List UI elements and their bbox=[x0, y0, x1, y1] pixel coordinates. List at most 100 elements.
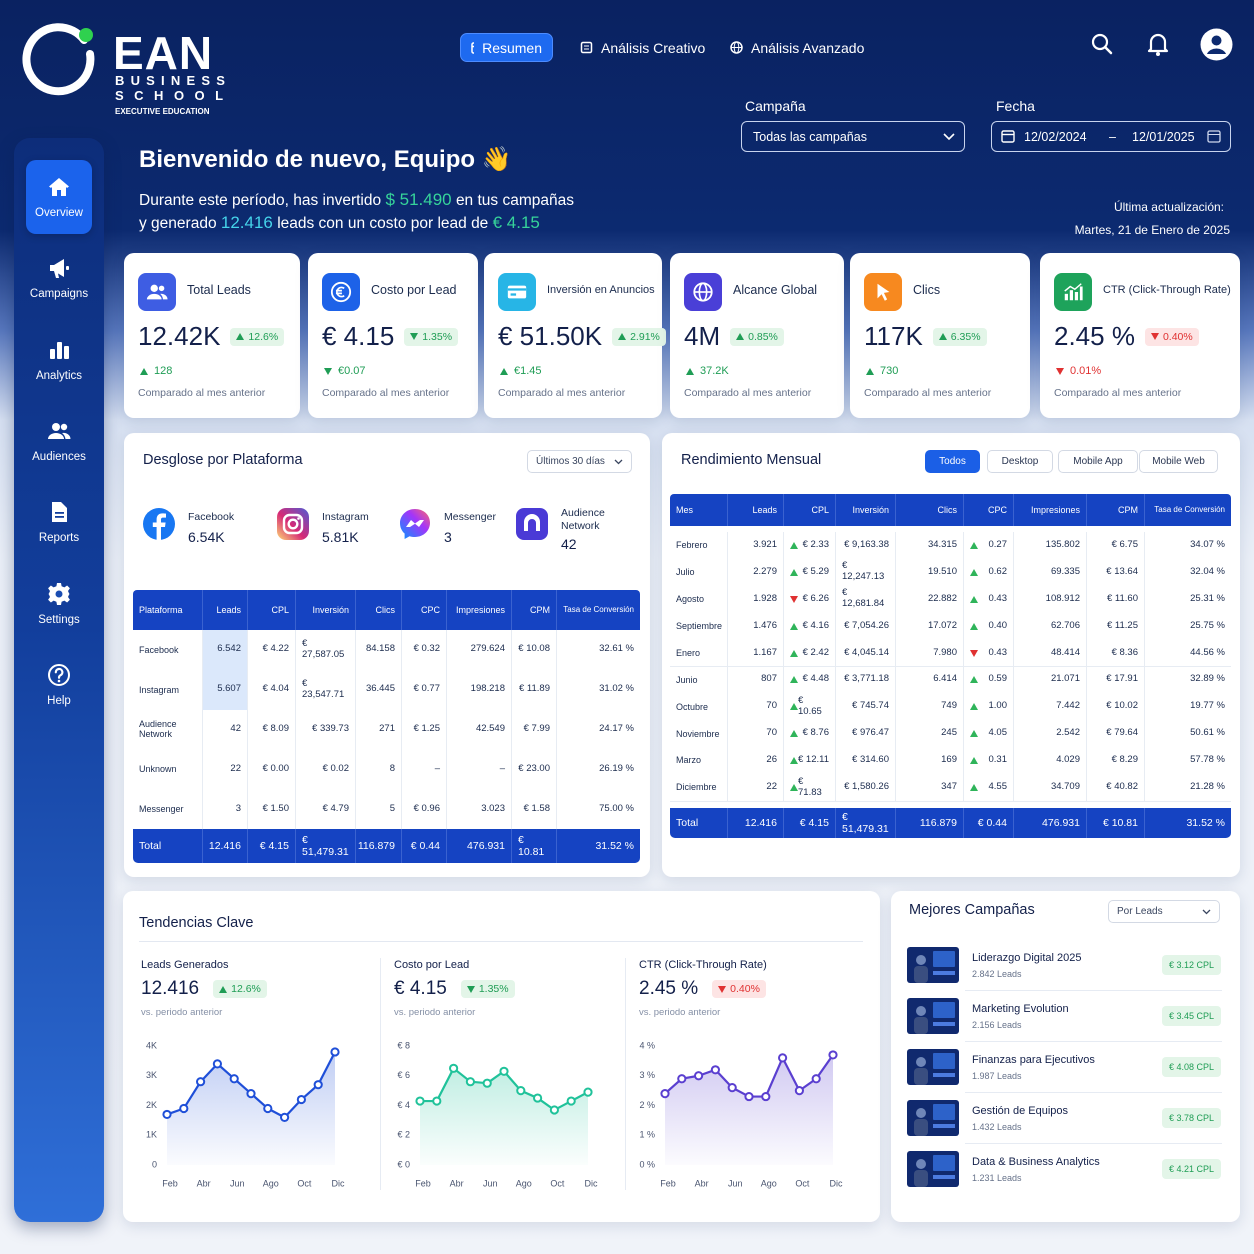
sidebar-item[interactable]: Help bbox=[26, 648, 92, 722]
data-point bbox=[330, 1047, 340, 1057]
table-cell: 1.928 bbox=[728, 585, 784, 613]
table-cell: 84.158 bbox=[356, 630, 402, 670]
change-value: 1.35% bbox=[478, 983, 509, 995]
table-cell: 198.218 bbox=[447, 669, 512, 710]
table-cell: 22.882 bbox=[896, 585, 964, 613]
campaign-name[interactable]: Marketing Evolution bbox=[972, 1003, 1069, 1015]
nav-icon bbox=[730, 41, 743, 54]
cell-text: 245 bbox=[941, 727, 957, 739]
table-cell: € 17.91 bbox=[1087, 666, 1145, 694]
trend-arrow bbox=[790, 703, 798, 711]
sidebar-item[interactable]: Reports bbox=[26, 485, 92, 559]
sidebar-item[interactable]: Settings bbox=[26, 567, 92, 641]
campaign-cpl: € 4.08 CPL bbox=[1161, 1057, 1221, 1077]
table-cell: € 4.79 bbox=[296, 789, 356, 829]
campaign-select[interactable]: Todas las campañas bbox=[741, 121, 965, 152]
select-value: Todas las campañas bbox=[753, 130, 867, 144]
notifications-icon[interactable] bbox=[1146, 31, 1170, 57]
data-point bbox=[794, 1086, 804, 1096]
nav-item[interactable]: Análisis Creativo bbox=[570, 33, 715, 62]
campaign-name[interactable]: Data & Business Analytics bbox=[972, 1156, 1100, 1168]
thumb-panel bbox=[933, 1104, 955, 1120]
table-cell: 24.17 % bbox=[557, 710, 640, 750]
table-cell: 25.31 % bbox=[1145, 586, 1231, 613]
sidebar-item[interactable]: Overview bbox=[26, 160, 92, 234]
icon-part bbox=[1156, 52, 1160, 56]
trend-arrow bbox=[1150, 333, 1159, 340]
cell-text: 34.315 bbox=[927, 538, 957, 550]
sidebar-item[interactable]: Audiences bbox=[26, 404, 92, 478]
logo-dot bbox=[79, 28, 93, 42]
sidebar-icon bbox=[50, 341, 69, 359]
column-header: Plataforma bbox=[133, 590, 203, 630]
date-range[interactable]: 12/02/2024 – 12/01/2025 bbox=[991, 121, 1231, 152]
sidebar-label: Campaigns bbox=[29, 288, 89, 301]
kpi-delta-value: 730 bbox=[880, 365, 899, 377]
table-row bbox=[670, 693, 1231, 722]
cell-text: 0.62 bbox=[988, 565, 1008, 577]
logo-mark bbox=[22, 23, 95, 96]
nav-item[interactable]: Análisis Avanzado bbox=[720, 33, 874, 62]
change-badge: 12.6% bbox=[213, 980, 267, 998]
sidebar-item[interactable]: Campaigns bbox=[26, 241, 92, 315]
y-tick-label: € 4 bbox=[397, 1100, 410, 1110]
cell-text: € 1.50 bbox=[262, 802, 289, 814]
icon-shape bbox=[510, 293, 517, 296]
icon-shape bbox=[48, 663, 70, 686]
cell-text: € 339.73 bbox=[312, 723, 349, 735]
data-point bbox=[744, 1091, 754, 1102]
data-point bbox=[229, 1074, 239, 1084]
cell-text: 84.158 bbox=[365, 643, 395, 655]
cell-text: € 2.33 bbox=[802, 538, 829, 550]
cell-text: € 314.60 bbox=[852, 754, 889, 766]
kpi-delta: 37.2K bbox=[686, 365, 729, 377]
change-value: 6.35% bbox=[950, 330, 981, 343]
icon-shape bbox=[516, 508, 548, 540]
table-cell: € 7,054.26 bbox=[836, 612, 896, 640]
table-cell: Unknown bbox=[133, 749, 203, 790]
sort-select[interactable]: Por Leads bbox=[1108, 900, 1220, 923]
campaign-name[interactable]: Finanzas para Ejecutivos bbox=[972, 1054, 1095, 1066]
sidebar-label: Audiences bbox=[32, 450, 86, 463]
kpi-card: CTR (Click-Through Rate) 2.45 % 0.40% 0.01%… bbox=[1040, 253, 1240, 418]
icon-shape bbox=[62, 432, 71, 439]
cell-text: 36.445 bbox=[365, 683, 395, 695]
avatar[interactable] bbox=[1200, 28, 1233, 61]
nav-item[interactable]: Resumen bbox=[460, 33, 553, 62]
period-select[interactable]: Últimos 30 días bbox=[527, 450, 632, 473]
cell-text: € 79.64 bbox=[1106, 727, 1138, 739]
thumb-bar bbox=[933, 1073, 955, 1077]
cell-text: € 11.25 bbox=[1107, 619, 1138, 631]
icon-shape bbox=[50, 259, 64, 278]
table-cell: € 9,163.38 bbox=[836, 532, 896, 559]
change-value: 0.40% bbox=[730, 983, 760, 995]
table-cell: € 0.00 bbox=[248, 749, 296, 790]
icon-shape bbox=[400, 509, 430, 539]
trend-arrow bbox=[970, 595, 978, 603]
tab[interactable]: Mobile App bbox=[1058, 450, 1138, 473]
sidebar-item[interactable]: Analytics bbox=[26, 323, 92, 397]
campaign-name[interactable]: Gestión de Equipos bbox=[972, 1105, 1069, 1117]
table-cell: 57.78 % bbox=[1145, 747, 1231, 774]
table-cell: Febrero bbox=[670, 532, 728, 559]
campaign-name[interactable]: Liderazgo Digital 2025 bbox=[972, 952, 1082, 964]
cell-text: 19.510 bbox=[927, 565, 957, 577]
tab[interactable]: Todos bbox=[925, 450, 980, 473]
trend-arrow bbox=[970, 568, 978, 576]
tab[interactable]: Desktop bbox=[987, 450, 1053, 473]
platform-value: 6.54K bbox=[188, 529, 225, 545]
trend-arrow bbox=[790, 595, 798, 603]
data-point bbox=[677, 1074, 687, 1084]
table-cell: € 4.22 bbox=[248, 630, 296, 670]
kpi-row: 2.45 % 0.40% bbox=[1054, 321, 1199, 352]
cell-text: Noviembre bbox=[676, 728, 720, 739]
table-cell: 749 bbox=[896, 693, 964, 721]
icon-shape bbox=[152, 513, 166, 540]
data-point bbox=[583, 1087, 593, 1097]
kpi-glyph bbox=[693, 282, 713, 302]
total-cell: 116.879 bbox=[356, 829, 402, 863]
table-cell: € 12,681.84 bbox=[836, 585, 896, 613]
table-cell: 25.75 % bbox=[1145, 613, 1231, 640]
tab[interactable]: Mobile Web bbox=[1139, 450, 1218, 473]
search-icon[interactable] bbox=[1090, 32, 1114, 56]
